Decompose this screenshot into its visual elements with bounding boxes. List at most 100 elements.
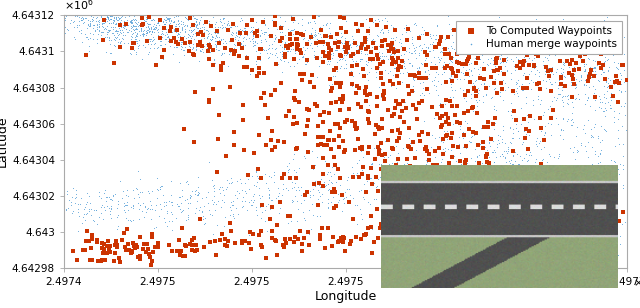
Human merge waypoints [330,74,340,79]
Human merge waypoints [180,45,191,50]
Human merge waypoints [609,81,620,86]
Human merge waypoints [300,48,310,53]
Human merge waypoints [562,59,572,64]
To Computed Waypoints [293,43,303,47]
To Computed Waypoints [214,41,224,46]
Human merge waypoints [112,29,122,34]
Human merge waypoints [612,217,623,221]
To Computed Waypoints [458,198,468,203]
Human merge waypoints [128,26,138,31]
Human merge waypoints [221,43,231,48]
Human merge waypoints [243,35,253,40]
Human merge waypoints [473,193,483,198]
To Computed Waypoints [442,120,452,125]
Human merge waypoints [192,22,202,27]
Human merge waypoints [407,64,417,69]
To Computed Waypoints [529,63,539,67]
Human merge waypoints [115,15,125,20]
Human merge waypoints [86,206,96,211]
To Computed Waypoints [265,217,275,222]
Human merge waypoints [102,23,112,28]
Human merge waypoints [560,177,570,182]
To Computed Waypoints [370,157,380,162]
Human merge waypoints [417,86,428,91]
Human merge waypoints [319,54,330,59]
Human merge waypoints [303,19,313,24]
Human merge waypoints [232,42,243,47]
Human merge waypoints [169,35,179,40]
To Computed Waypoints [447,130,458,135]
Human merge waypoints [353,51,363,55]
To Computed Waypoints [234,42,244,47]
Human merge waypoints [620,220,630,225]
Human merge waypoints [118,25,128,30]
Human merge waypoints [559,168,569,173]
To Computed Waypoints [347,82,357,87]
Human merge waypoints [325,188,335,192]
To Computed Waypoints [556,82,566,87]
To Computed Waypoints [339,15,349,20]
Y-axis label: Latitude: Latitude [0,116,9,168]
Human merge waypoints [252,180,262,185]
Human merge waypoints [92,24,102,29]
To Computed Waypoints [377,43,387,48]
To Computed Waypoints [266,128,276,133]
Human merge waypoints [271,35,281,40]
Human merge waypoints [554,78,564,83]
Human merge waypoints [111,36,121,41]
Human merge waypoints [140,17,150,22]
Human merge waypoints [526,176,536,181]
Human merge waypoints [547,99,557,104]
Human merge waypoints [201,194,211,199]
To Computed Waypoints [563,58,573,63]
Human merge waypoints [97,216,108,221]
Human merge waypoints [237,204,248,209]
Human merge waypoints [83,22,93,27]
Human merge waypoints [505,203,515,208]
To Computed Waypoints [250,30,260,35]
Human merge waypoints [79,207,90,212]
To Computed Waypoints [283,213,293,218]
Human merge waypoints [207,15,218,20]
To Computed Waypoints [380,158,390,163]
Human merge waypoints [527,42,537,47]
To Computed Waypoints [443,34,453,39]
Human merge waypoints [224,52,234,57]
Human merge waypoints [100,194,111,199]
Human merge waypoints [225,205,235,210]
Human merge waypoints [314,40,324,45]
Human merge waypoints [612,76,622,81]
Human merge waypoints [85,18,95,23]
Human merge waypoints [547,169,557,174]
Human merge waypoints [513,184,523,189]
Human merge waypoints [536,128,546,133]
Human merge waypoints [301,46,312,51]
Human merge waypoints [83,18,93,22]
Human merge waypoints [620,112,630,117]
To Computed Waypoints [276,36,287,41]
Human merge waypoints [94,27,104,32]
Human merge waypoints [220,25,230,30]
To Computed Waypoints [229,130,239,135]
Human merge waypoints [506,158,516,163]
Human merge waypoints [345,42,355,47]
Human merge waypoints [463,79,474,84]
Human merge waypoints [162,34,172,39]
Human merge waypoints [579,62,589,67]
Human merge waypoints [65,21,76,26]
To Computed Waypoints [500,230,510,235]
Human merge waypoints [246,203,256,208]
To Computed Waypoints [257,245,267,249]
Human merge waypoints [476,64,486,69]
Human merge waypoints [289,151,299,156]
Human merge waypoints [513,162,523,167]
Human merge waypoints [556,126,566,131]
To Computed Waypoints [509,224,519,229]
Human merge waypoints [436,116,446,121]
Human merge waypoints [74,201,84,206]
To Computed Waypoints [445,98,456,103]
Human merge waypoints [445,74,456,79]
To Computed Waypoints [288,17,298,22]
Human merge waypoints [531,141,541,146]
Human merge waypoints [103,15,113,20]
